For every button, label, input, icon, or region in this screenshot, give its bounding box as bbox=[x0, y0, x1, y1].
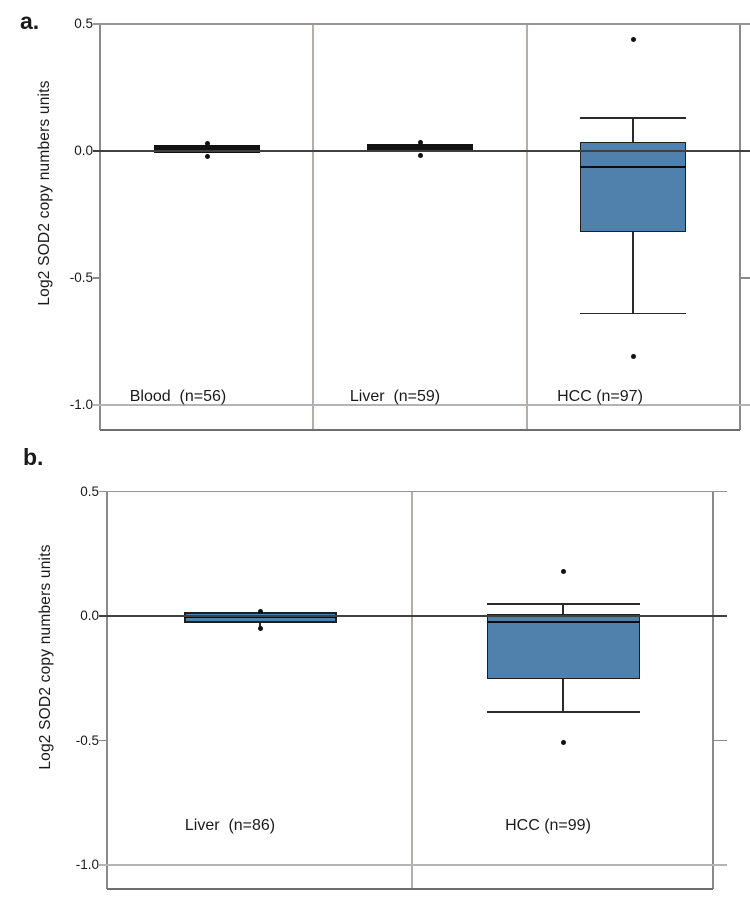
panel-b-hcc-whisker-high-cap bbox=[486, 603, 640, 605]
panel-a-hcc-outlier-dot-1 bbox=[630, 354, 636, 360]
panel-b-liver-outlier-dot-1 bbox=[257, 626, 263, 632]
panel-a-blood-outlier-dot-1 bbox=[204, 153, 210, 159]
panel-a-category-label-1: Liver (n=59) bbox=[349, 388, 441, 405]
panel-a-ytick-label--0.5: -0.5 bbox=[69, 270, 93, 285]
panel-a-hcc-whisker-low-cap bbox=[580, 312, 686, 315]
panel-a-ytick-label-0.0: 0.0 bbox=[74, 143, 93, 158]
panel-b-axis-bottom bbox=[107, 888, 713, 890]
panel-a-gridline-0.5 bbox=[93, 23, 750, 25]
panel-a-axis-left bbox=[99, 24, 101, 430]
panel-a-blood-outlier-dot-0 bbox=[204, 140, 210, 146]
panel-a-ytick-mark-left--0.5 bbox=[93, 277, 100, 279]
panel-b-ytick-mark-right--0.5 bbox=[713, 739, 727, 742]
panel-a-hcc-outlier-dot-0 bbox=[630, 36, 636, 42]
panel-a-gridline--1.0 bbox=[93, 404, 750, 406]
panel-b-ytick-label--0.5: -0.5 bbox=[75, 732, 99, 748]
panel-b-gridline--1.0 bbox=[99, 864, 727, 866]
panel-b-hcc-box bbox=[486, 614, 640, 679]
panel-a-hcc-whisker-low-line bbox=[632, 232, 634, 314]
panel-b-ytick-label-0.5: 0.5 bbox=[80, 483, 99, 499]
panel-a-ytick-mark-right--0.5 bbox=[740, 277, 750, 279]
panel-b-gridline-0.5 bbox=[99, 490, 727, 493]
panel-b-category-label-1: HCC (n=99) bbox=[505, 817, 591, 834]
panel-a-hcc-median-line bbox=[580, 165, 686, 169]
panel-b-gridline-0.0 bbox=[99, 615, 727, 617]
panel-a-axis-bottom bbox=[100, 429, 740, 431]
panel-a-category-label-0: Blood (n=56) bbox=[129, 388, 227, 405]
panel-a-gridline-0.0 bbox=[93, 150, 750, 152]
panel-a-column-divider-0 bbox=[312, 24, 314, 430]
panel-a-blood-box bbox=[154, 145, 260, 153]
panel-b-hcc-median-line bbox=[486, 620, 640, 624]
panel-a-hcc-whisker-high-cap bbox=[580, 117, 686, 119]
panel-b-axis-right bbox=[712, 491, 714, 889]
panel-b-liver-whisker-low-line bbox=[259, 622, 261, 628]
panel-b-ytick-label-0.0: 0.0 bbox=[80, 608, 99, 623]
panel-b-letter: b. bbox=[23, 444, 44, 470]
panel-a-ytick-label--1.0: -1.0 bbox=[69, 397, 93, 412]
panel-a-category-label-2: HCC (n=97) bbox=[557, 388, 643, 405]
panel-a-hcc-whisker-high-line bbox=[632, 117, 634, 143]
panel-b-hcc-whisker-low-line bbox=[562, 678, 564, 712]
panel-b-hcc-outlier-dot-1 bbox=[560, 740, 566, 746]
panel-a-ytick-label-0.5: 0.5 bbox=[74, 16, 93, 31]
panel-b-axis-left bbox=[106, 491, 108, 889]
panel-b-ytick-label--1.0: -1.0 bbox=[75, 857, 99, 872]
panel-b-hcc-outlier-dot-0 bbox=[560, 568, 566, 574]
panel-a-letter: a. bbox=[20, 8, 40, 34]
panel-a-hcc-box bbox=[580, 142, 686, 233]
panel-a-liver-outlier-dot-0 bbox=[417, 139, 423, 145]
panel-b-category-label-0: Liver (n=86) bbox=[184, 817, 276, 834]
panel-b-column-divider-0 bbox=[411, 491, 413, 889]
panel-b-ytick-mark-left--0.5 bbox=[99, 739, 107, 742]
panel-a-axis-right bbox=[739, 24, 741, 430]
panel-a-liver-box bbox=[367, 143, 473, 151]
panel-b-hcc-whisker-high-line bbox=[562, 604, 564, 614]
panel-a-column-divider-1 bbox=[526, 24, 528, 430]
panel-b-liver-outlier-dot-0 bbox=[257, 608, 263, 614]
panel-b-hcc-whisker-low-cap bbox=[486, 711, 640, 713]
panel-a-liver-outlier-dot-1 bbox=[417, 153, 423, 159]
